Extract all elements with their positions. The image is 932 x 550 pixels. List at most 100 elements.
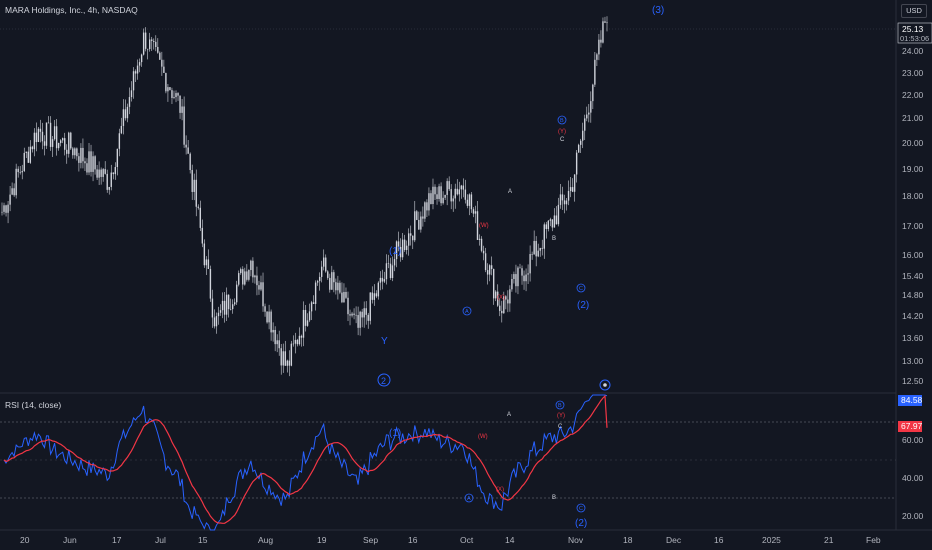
candle-body <box>379 277 382 283</box>
candle-body <box>225 294 228 315</box>
candle-body <box>343 291 345 303</box>
candle-body <box>171 90 173 98</box>
candle-body <box>51 139 54 147</box>
rsi-value-label: 84.58 <box>901 395 923 405</box>
candle-body <box>357 315 359 328</box>
wave-circle <box>464 493 474 503</box>
candle-body <box>442 197 444 204</box>
candle-body <box>76 148 78 157</box>
candle-body <box>112 172 114 175</box>
candle-body <box>246 271 248 280</box>
rsi-wave-label: B <box>552 495 556 501</box>
candle-body <box>480 238 483 251</box>
candle-body <box>163 66 165 73</box>
wave-label: (3) <box>652 5 664 16</box>
rsi-wave-label: B <box>558 403 562 409</box>
candle-body <box>511 279 513 290</box>
candle-body <box>371 292 373 300</box>
price-tick: 24.00 <box>902 46 924 56</box>
wave-label: 2 <box>381 376 386 386</box>
candle-body <box>563 200 566 205</box>
candle-body <box>167 87 169 92</box>
wave-label: (2) <box>577 300 589 311</box>
time-tick: Sep <box>363 535 378 545</box>
rsi-wave-label: (X) <box>496 487 504 493</box>
candle-body <box>236 284 238 303</box>
candle-body <box>94 156 96 170</box>
currency-button[interactable]: USD <box>901 4 927 18</box>
candle-body <box>499 305 501 311</box>
time-tick: 16 <box>408 535 418 545</box>
wave-label: C <box>560 137 565 143</box>
candle-body <box>490 265 493 269</box>
candle-body <box>149 39 151 50</box>
rsi-wave-label: (W) <box>478 434 488 440</box>
rsi-ma-badge <box>898 421 922 432</box>
candle-body <box>561 194 564 201</box>
candle-body <box>45 122 48 146</box>
candle-body <box>533 240 535 255</box>
candle-body <box>602 21 604 43</box>
candle-body <box>142 32 145 55</box>
candle-body <box>557 204 560 225</box>
candle-body <box>120 125 123 134</box>
candle-body <box>408 233 410 246</box>
candle-body <box>314 282 317 304</box>
candle-body <box>444 194 446 198</box>
candle-body <box>412 235 414 241</box>
candle-body <box>339 282 341 293</box>
price-tick: 17.00 <box>902 221 924 231</box>
candle-body <box>395 241 398 260</box>
candle-body <box>153 40 155 42</box>
candle-body <box>300 335 303 338</box>
candle-body <box>484 253 487 271</box>
price-tick: 22.00 <box>902 90 924 100</box>
candle-body <box>333 272 335 283</box>
candle-body <box>420 216 422 230</box>
candle-body <box>466 199 469 206</box>
candle-body <box>181 106 183 113</box>
candle-body <box>262 282 264 307</box>
candle-body <box>33 132 36 150</box>
candle-body <box>594 59 596 85</box>
rsi-wave-label: (2) <box>575 518 587 529</box>
candle-body <box>337 282 339 291</box>
candle-body <box>179 95 181 113</box>
candle-body <box>15 168 17 196</box>
wave-label: B <box>552 236 556 242</box>
candle-body <box>543 224 545 249</box>
candle-body <box>535 240 537 257</box>
candle-body <box>501 310 503 314</box>
candle-body <box>468 194 471 206</box>
price-tick: 14.80 <box>902 290 924 300</box>
candle-body <box>86 163 88 173</box>
wave-label: (Y) <box>558 129 566 135</box>
candle-body <box>175 93 177 98</box>
candle-body <box>49 122 52 147</box>
candle-body <box>393 259 396 266</box>
candle-body <box>541 247 543 249</box>
candle-body <box>108 186 110 190</box>
candle-body <box>365 308 367 315</box>
candle-body <box>290 343 293 366</box>
candle-body <box>519 267 521 269</box>
wave-dot <box>603 383 607 387</box>
candle-body <box>545 224 547 229</box>
candle-body <box>454 188 456 199</box>
candle-body <box>248 270 250 280</box>
candle-body <box>132 71 135 91</box>
price-tick: 16.00 <box>902 250 924 260</box>
wave-label: C <box>579 286 583 292</box>
candle-body <box>254 275 256 278</box>
candle-body <box>146 48 149 50</box>
candle-body <box>59 140 62 143</box>
candle-body <box>551 219 554 228</box>
candle-body <box>189 153 191 171</box>
candle-body <box>268 311 270 323</box>
rsi-axis: 60.00 40.00 20.00 <box>902 435 924 521</box>
candle-body <box>323 257 325 267</box>
candle-body <box>515 274 517 287</box>
time-tick: 21 <box>824 535 834 545</box>
time-tick: Nov <box>568 535 584 545</box>
